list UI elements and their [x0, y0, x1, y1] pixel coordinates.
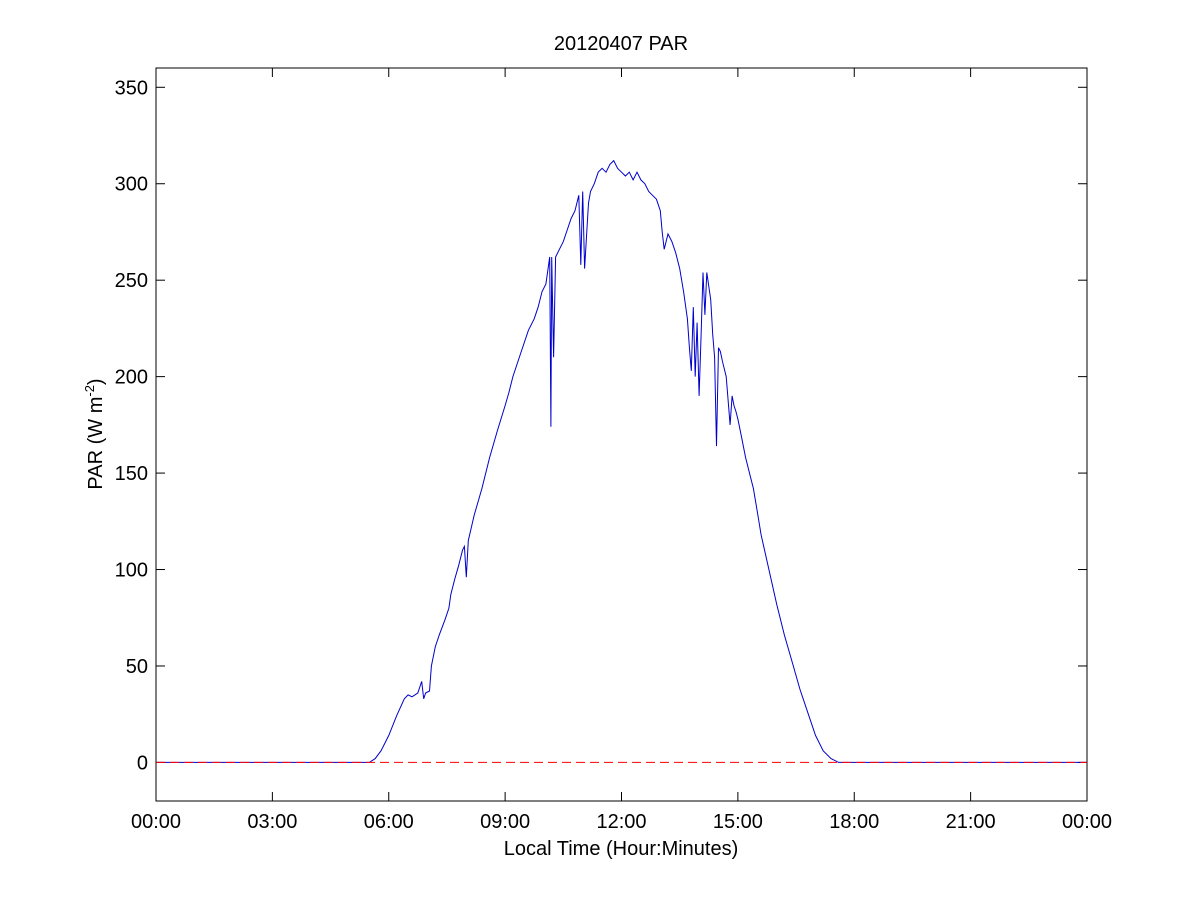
x-tick-label: 12:00	[596, 811, 646, 833]
series-layer	[156, 159, 1087, 763]
par-series-line	[156, 159, 1087, 763]
x-tick-label: 09:00	[480, 811, 530, 833]
y-tick-label: 200	[115, 367, 148, 389]
x-tick-label: 18:00	[829, 811, 879, 833]
x-tick-label: 21:00	[946, 811, 996, 833]
y-axis-label: PAR (W m-2)	[82, 378, 107, 489]
x-tick-label: 00:00	[131, 811, 181, 833]
x-tick-label: 06:00	[364, 811, 414, 833]
y-axis-label-main: PAR (W m	[85, 397, 107, 490]
x-tick-label: 03:00	[247, 811, 297, 833]
y-axis-label-close: )	[85, 378, 107, 385]
y-axis-label-superscript: -2	[82, 385, 97, 397]
x-axis-tick-labels: 00:00 03:00 06:00 09:00 12:00 15:00 18:00 21:00…	[131, 811, 1112, 833]
y-tick-label: 250	[115, 270, 148, 292]
y-tick-label: 50	[126, 656, 148, 678]
x-axis-label: Local Time (Hour:Minutes)	[504, 838, 739, 860]
x-tick-label: 00:00	[1062, 811, 1112, 833]
y-tick-label: 0	[137, 752, 148, 774]
chart-title: 20120407 PAR	[554, 33, 688, 55]
y-tick-label: 100	[115, 560, 148, 582]
x-tick-label: 15:00	[713, 811, 763, 833]
y-tick-label: 350	[115, 77, 148, 99]
y-tick-label: 150	[115, 463, 148, 485]
y-axis-tick-labels: 0 50 100 150 200 250 300 350	[115, 77, 148, 774]
y-tick-label: 300	[115, 174, 148, 196]
axis-ticks	[155, 68, 1088, 801]
